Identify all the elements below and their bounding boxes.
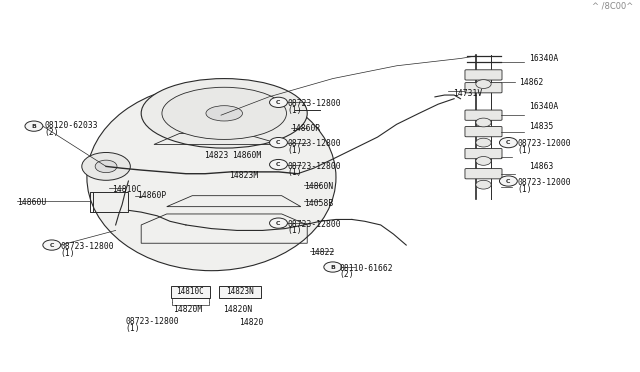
Text: 14820N: 14820N	[223, 305, 252, 314]
Text: 14835: 14835	[529, 122, 554, 131]
Circle shape	[324, 262, 342, 272]
FancyBboxPatch shape	[465, 148, 502, 159]
FancyBboxPatch shape	[171, 286, 210, 298]
Text: 14862: 14862	[519, 78, 543, 87]
Circle shape	[476, 157, 491, 165]
Text: (1): (1)	[287, 227, 302, 235]
FancyBboxPatch shape	[465, 169, 502, 179]
Text: 14820M: 14820M	[173, 305, 202, 314]
Circle shape	[82, 153, 131, 180]
Circle shape	[499, 138, 517, 148]
Text: ^ /8C00^: ^ /8C00^	[591, 2, 633, 11]
Text: 14823: 14823	[204, 151, 228, 160]
Circle shape	[476, 118, 491, 127]
Text: 14058B: 14058B	[304, 199, 333, 208]
Text: 14863: 14863	[529, 162, 554, 171]
Circle shape	[499, 176, 517, 186]
Text: B: B	[31, 124, 36, 129]
Text: 14820: 14820	[239, 318, 264, 327]
Text: 14860U: 14860U	[17, 198, 46, 207]
Text: 14731V: 14731V	[453, 89, 482, 98]
Circle shape	[476, 80, 491, 89]
Text: 08723-12800: 08723-12800	[287, 99, 341, 108]
Text: C: C	[276, 162, 281, 167]
Text: 08723-12800: 08723-12800	[287, 140, 341, 148]
Circle shape	[43, 240, 61, 250]
Text: 08120-62033: 08120-62033	[44, 121, 98, 130]
Circle shape	[269, 138, 287, 148]
Text: 08723-12800: 08723-12800	[287, 162, 341, 171]
Text: 14823N: 14823N	[227, 288, 254, 296]
FancyBboxPatch shape	[219, 286, 261, 298]
FancyBboxPatch shape	[465, 83, 502, 93]
Circle shape	[269, 160, 287, 170]
Text: 08723-12800: 08723-12800	[125, 317, 179, 326]
Text: 16340A: 16340A	[529, 54, 559, 63]
Text: (1): (1)	[517, 146, 532, 155]
Text: 08723-12800: 08723-12800	[287, 220, 341, 229]
Circle shape	[95, 160, 117, 173]
Text: 08723-12000: 08723-12000	[517, 178, 571, 187]
Text: C: C	[276, 100, 281, 105]
Text: C: C	[49, 243, 54, 248]
Text: (1): (1)	[125, 324, 140, 333]
Text: 08723-12800: 08723-12800	[61, 242, 115, 251]
Text: 14860N: 14860N	[304, 183, 333, 192]
Text: C: C	[506, 140, 511, 145]
Text: (1): (1)	[517, 185, 532, 194]
Circle shape	[269, 218, 287, 228]
Text: (2): (2)	[44, 128, 59, 137]
Text: (2): (2)	[339, 270, 354, 279]
Text: 16340A: 16340A	[529, 102, 559, 110]
Text: 14822: 14822	[310, 248, 335, 257]
Bar	[93, 192, 129, 212]
Text: 14810C: 14810C	[113, 185, 141, 194]
Text: C: C	[276, 140, 281, 145]
FancyBboxPatch shape	[465, 70, 502, 80]
Text: C: C	[276, 221, 281, 225]
Text: (1): (1)	[61, 249, 76, 258]
Text: 14860P: 14860P	[137, 191, 166, 200]
Text: (1): (1)	[287, 106, 302, 115]
FancyBboxPatch shape	[465, 126, 502, 137]
Text: 08110-61662: 08110-61662	[339, 264, 393, 273]
Text: (1): (1)	[287, 146, 302, 155]
Text: (1): (1)	[287, 168, 302, 177]
Text: 14860R: 14860R	[291, 124, 321, 133]
FancyBboxPatch shape	[465, 110, 502, 120]
Circle shape	[476, 138, 491, 147]
Text: 14860M: 14860M	[232, 151, 261, 160]
Text: C: C	[506, 179, 511, 183]
Circle shape	[269, 97, 287, 108]
Ellipse shape	[87, 84, 336, 271]
Ellipse shape	[206, 106, 243, 121]
Text: 08723-12000: 08723-12000	[517, 140, 571, 148]
Circle shape	[25, 121, 43, 131]
Ellipse shape	[141, 78, 307, 148]
Ellipse shape	[162, 87, 287, 140]
Text: B: B	[330, 264, 335, 270]
Circle shape	[476, 180, 491, 189]
Text: 14810C: 14810C	[177, 288, 204, 296]
Text: 14823M: 14823M	[229, 171, 259, 180]
